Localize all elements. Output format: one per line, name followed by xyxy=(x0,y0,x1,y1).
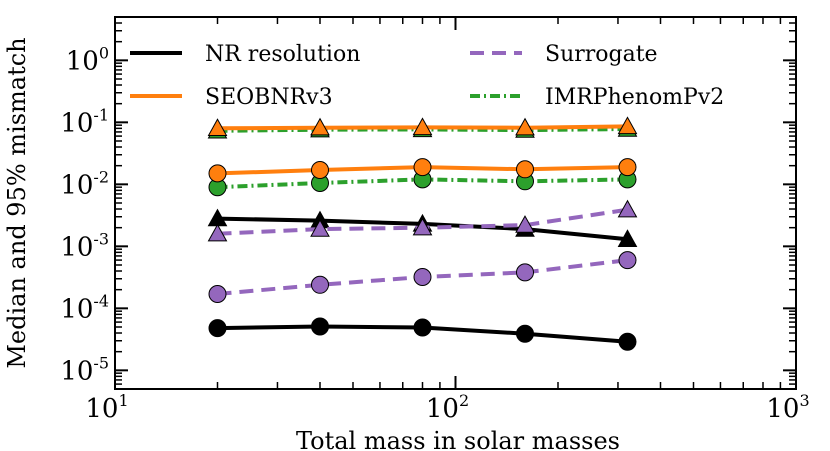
y-tick-label: 10-3 xyxy=(60,229,109,262)
legend-label-surrogate: Surrogate xyxy=(545,42,658,67)
legend-label-imrphenompv2: IMRPhenomPv2 xyxy=(545,85,724,110)
point-seobnrv3-median xyxy=(208,164,227,183)
y-tick-label: 10-5 xyxy=(60,353,109,386)
x-axis-title: Total mass in solar masses xyxy=(296,427,620,451)
point-seobnrv3-p95 xyxy=(207,118,228,136)
point-surrogate-p95 xyxy=(515,215,535,233)
point-surrogate-p95 xyxy=(412,217,433,236)
series-seobnrv3 xyxy=(207,116,638,183)
x-tick-label: 101 xyxy=(85,391,128,424)
point-nr-resolution-median xyxy=(208,319,227,338)
y-tick-label: 100 xyxy=(66,43,109,76)
series-surrogate xyxy=(207,199,638,303)
legend: NR resolution Surrogate SEOBNRv3 IMRPhenomP… xyxy=(130,42,724,110)
y-tick-label: 10-4 xyxy=(60,291,109,324)
point-surrogate-median xyxy=(618,251,637,270)
point-surrogate-median xyxy=(311,275,329,294)
point-surrogate-median xyxy=(516,263,534,282)
point-surrogate-p95 xyxy=(207,223,228,242)
point-surrogate-p95 xyxy=(310,219,330,237)
y-axis-title: Median and 95% mismatch xyxy=(3,37,31,368)
point-seobnrv3-median xyxy=(311,161,329,179)
point-nr-resolution-median xyxy=(413,318,432,337)
legend-label-seobnrv3: SEOBNRv3 xyxy=(205,85,333,110)
ticks-layer: 101 102 103 100 10-1 10-2 10-3 10-4 10-5 xyxy=(60,17,810,424)
point-seobnrv3-median xyxy=(516,160,534,179)
point-nr-resolution-median xyxy=(618,332,637,351)
series-layer xyxy=(207,116,638,351)
x-tick-label: 102 xyxy=(426,391,469,424)
x-tick-label: 103 xyxy=(766,391,809,424)
legend-label-nr-resolution: NR resolution xyxy=(205,42,360,67)
point-seobnrv3-p95 xyxy=(310,117,330,136)
point-nr-resolution-p95 xyxy=(617,229,638,247)
point-seobnrv3-p95 xyxy=(412,117,433,136)
point-seobnrv3-p95 xyxy=(515,117,535,136)
y-tick-label: 10-2 xyxy=(60,167,109,200)
y-tick-label: 10-1 xyxy=(60,105,109,138)
point-surrogate-median xyxy=(413,268,432,286)
point-nr-resolution-median xyxy=(516,324,534,343)
point-nr-resolution-median xyxy=(311,317,329,336)
point-seobnrv3-median xyxy=(413,158,432,177)
point-seobnrv3-p95 xyxy=(617,116,638,135)
point-surrogate-p95 xyxy=(617,199,638,218)
point-seobnrv3-median xyxy=(618,158,637,177)
point-surrogate-median xyxy=(208,285,227,303)
